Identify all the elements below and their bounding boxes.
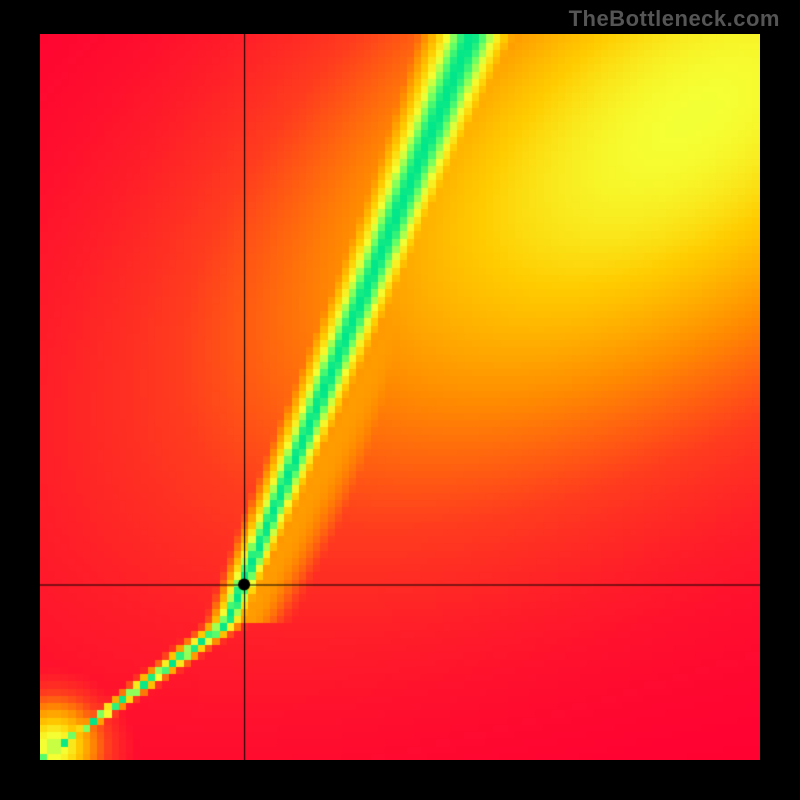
- bottleneck-heatmap-canvas: [40, 34, 760, 760]
- chart-container: TheBottleneck.com: [0, 0, 800, 800]
- watermark-text: TheBottleneck.com: [569, 6, 780, 32]
